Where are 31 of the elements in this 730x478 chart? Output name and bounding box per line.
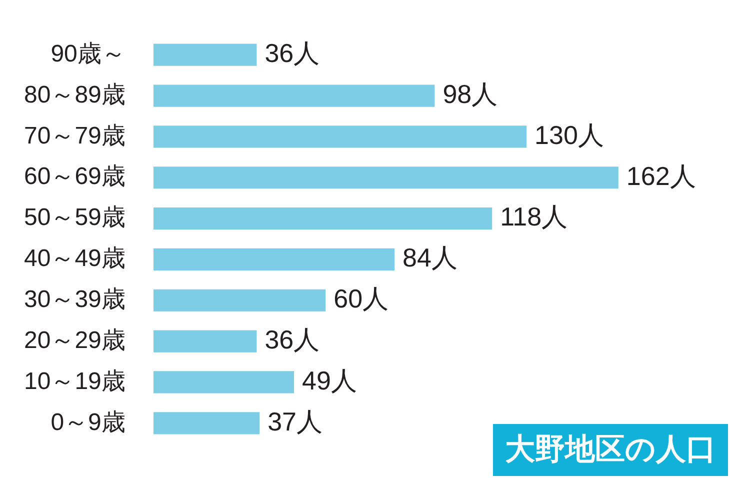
data-label: 118人 bbox=[500, 202, 568, 232]
y-tick-label: 90歳～ bbox=[50, 40, 126, 68]
data-label: 98人 bbox=[442, 78, 498, 109]
y-tick-label: 10～19歳 bbox=[24, 368, 126, 395]
bar bbox=[153, 84, 435, 107]
data-label: 36人 bbox=[264, 38, 320, 68]
bar bbox=[153, 412, 260, 434]
y-tick-label: 60～69歳 bbox=[24, 163, 126, 190]
data-label: 84人 bbox=[402, 242, 458, 273]
data-label: 36人 bbox=[264, 324, 320, 354]
y-tick-label: 70～79歳 bbox=[24, 122, 126, 150]
data-label: 60人 bbox=[334, 284, 389, 314]
bar bbox=[153, 248, 395, 271]
bar bbox=[153, 44, 257, 66]
y-tick-label: 0～9歳 bbox=[50, 408, 126, 436]
y-tick-label: 50～59歳 bbox=[24, 204, 126, 232]
y-tick-label: 40～49歳 bbox=[24, 245, 126, 272]
bar bbox=[153, 126, 527, 148]
data-label: 130人 bbox=[534, 120, 604, 150]
bar bbox=[153, 371, 294, 394]
data-label: 49人 bbox=[302, 365, 357, 396]
text: 大野地区の人口 bbox=[493, 424, 728, 476]
bar bbox=[153, 289, 326, 312]
bar bbox=[153, 207, 492, 230]
y-tick-label: 20～29歳 bbox=[24, 326, 126, 354]
bar bbox=[153, 330, 257, 352]
data-label: 37人 bbox=[268, 406, 323, 436]
y-tick-label: 30～39歳 bbox=[24, 286, 126, 314]
bar bbox=[153, 166, 618, 189]
y-tick-label: 80～89歳 bbox=[24, 81, 126, 108]
data-label: 162人 bbox=[626, 160, 696, 191]
